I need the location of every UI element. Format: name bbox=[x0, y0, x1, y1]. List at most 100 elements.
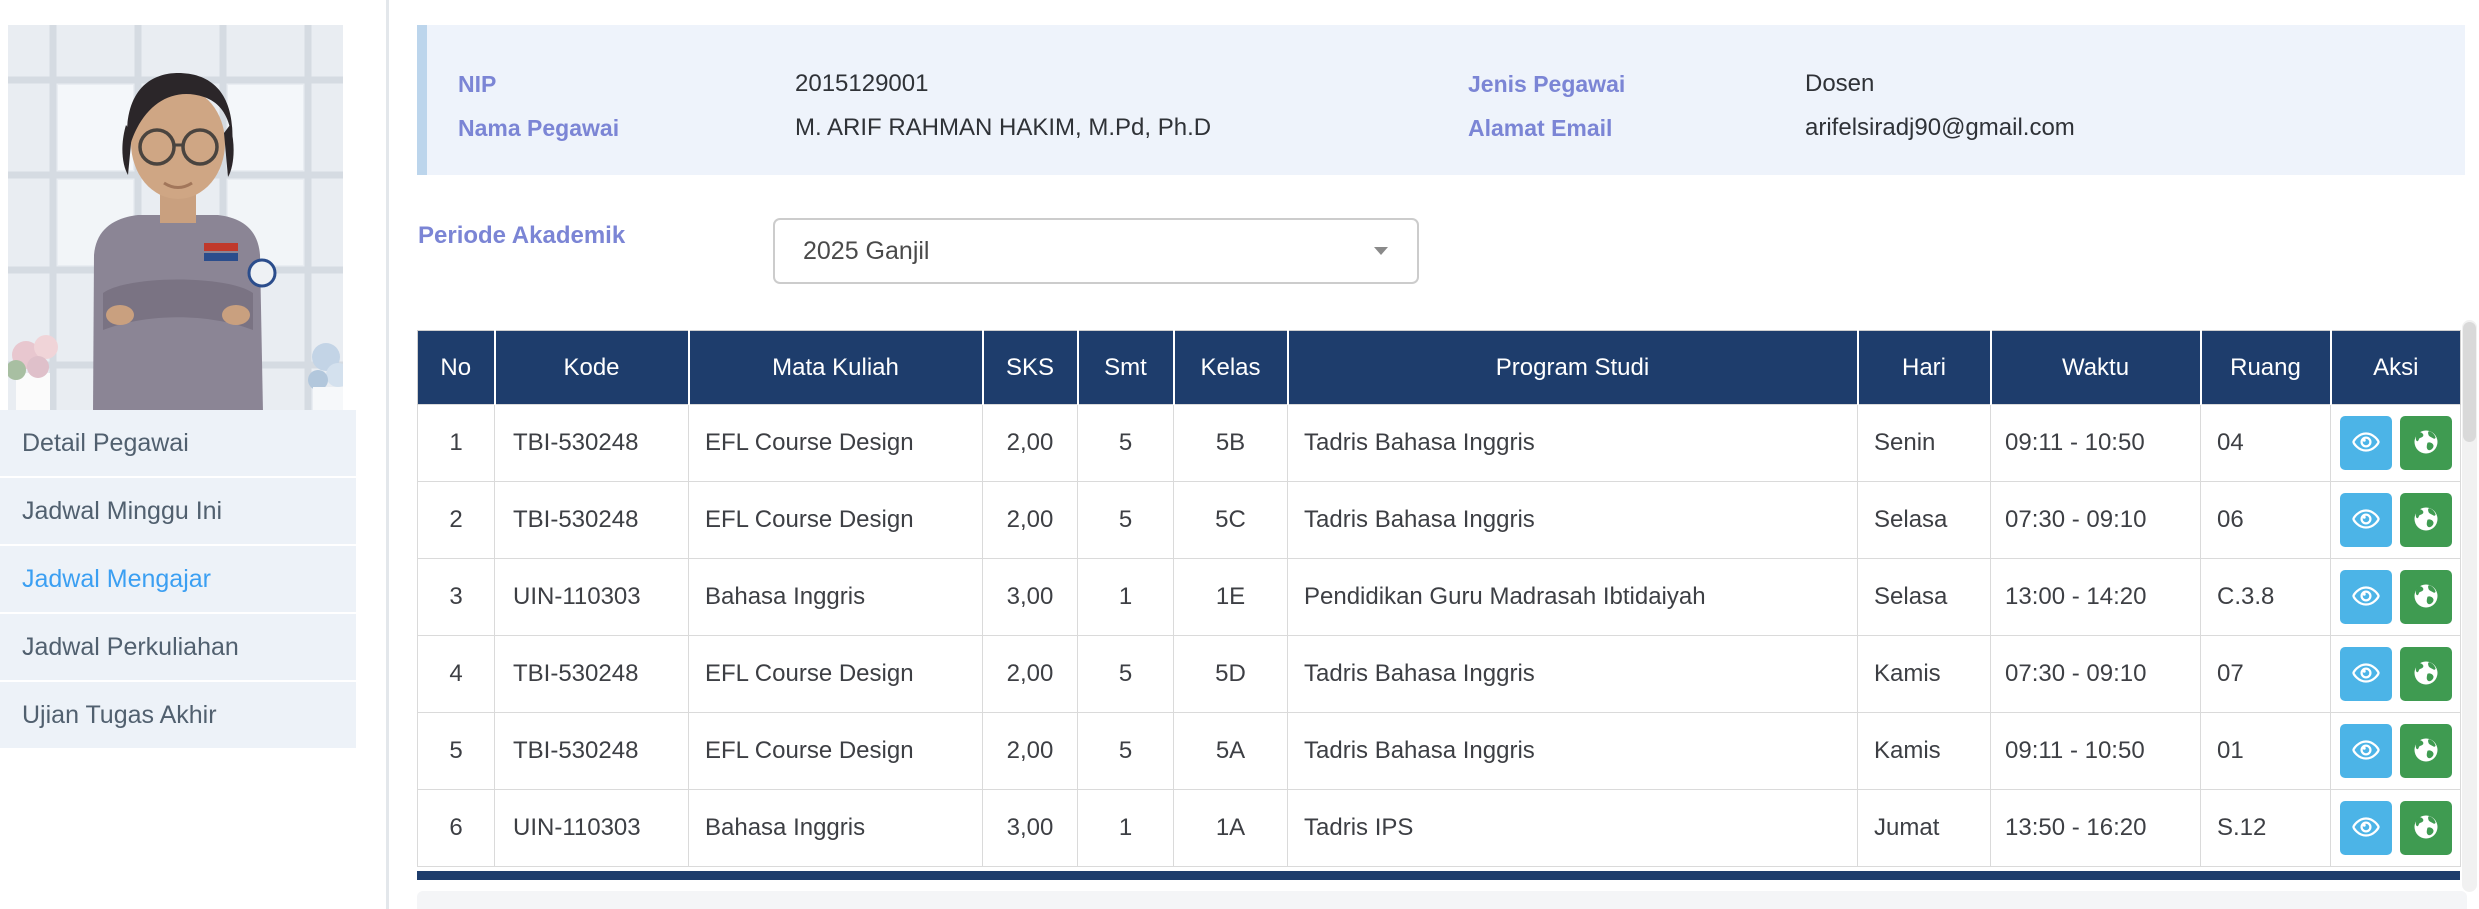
cell-smt: 1 bbox=[1077, 558, 1174, 636]
cell-no: 1 bbox=[417, 404, 495, 482]
sidebar-item-label: Jadwal Mengajar bbox=[22, 564, 211, 593]
nip-label: NIP bbox=[458, 71, 497, 97]
sidebar-item-detail-pegawai[interactable]: Detail Pegawai bbox=[0, 410, 356, 476]
globe-button[interactable] bbox=[2399, 416, 2452, 470]
column-header-no: No bbox=[417, 330, 496, 405]
globe-button[interactable] bbox=[2399, 647, 2452, 701]
column-header-waktu: Waktu bbox=[1990, 330, 2202, 405]
table-bottom-border bbox=[417, 871, 2460, 880]
sidebar-item-ujian-tugas-akhir[interactable]: Ujian Tugas Akhir bbox=[0, 682, 356, 748]
cell-waktu: 09:11 - 10:50 bbox=[1990, 404, 2201, 482]
cell-program_studi: Tadris Bahasa Inggris bbox=[1287, 481, 1858, 559]
cell-program_studi: Pendidikan Guru Madrasah Ibtidaiyah bbox=[1287, 558, 1858, 636]
cell-hari: Jumat bbox=[1857, 789, 1991, 867]
sidebar-item-jadwal-minggu-ini[interactable]: Jadwal Minggu Ini bbox=[0, 478, 356, 544]
cell-mata_kuliah: EFL Course Design bbox=[688, 481, 983, 559]
cell-hari: Senin bbox=[1857, 404, 1991, 482]
globe-button[interactable] bbox=[2399, 570, 2452, 624]
cell-hari: Kamis bbox=[1857, 635, 1991, 713]
cell-sks: 2,00 bbox=[982, 481, 1078, 559]
table-body: 1 TBI-530248 EFL Course Design 2,00 5 5B Tadri… bbox=[417, 404, 2461, 867]
cell-waktu: 07:30 - 09:10 bbox=[1990, 481, 2201, 559]
globe-icon bbox=[2411, 812, 2441, 845]
table-row: 5 TBI-530248 EFL Course Design 2,00 5 5A Tadri… bbox=[417, 712, 2461, 790]
cell-sks: 3,00 bbox=[982, 789, 1078, 867]
cell-hari: Selasa bbox=[1857, 558, 1991, 636]
column-header-kelas: Kelas bbox=[1173, 330, 1289, 405]
cell-waktu: 13:00 - 14:20 bbox=[1990, 558, 2201, 636]
globe-button[interactable] bbox=[2399, 801, 2452, 855]
employee-photo-art bbox=[8, 25, 343, 413]
table-scrollbar-thumb[interactable] bbox=[2463, 322, 2476, 442]
cell-kode: TBI-530248 bbox=[494, 481, 689, 559]
alamat-email-value: arifelsiradj90@gmail.com bbox=[1805, 114, 2075, 141]
cell-sks: 2,00 bbox=[982, 404, 1078, 482]
sidebar-divider bbox=[386, 0, 389, 909]
cell-program_studi: Tadris IPS bbox=[1287, 789, 1858, 867]
cell-no: 2 bbox=[417, 481, 495, 559]
jenis-pegawai-label: Jenis Pegawai bbox=[1468, 71, 1626, 97]
view-button[interactable] bbox=[2339, 493, 2392, 547]
sidebar-item-label: Ujian Tugas Akhir bbox=[22, 700, 217, 729]
column-header-kode: Kode bbox=[494, 330, 690, 405]
cell-kode: TBI-530248 bbox=[494, 712, 689, 790]
cell-waktu: 07:30 - 09:10 bbox=[1990, 635, 2201, 713]
table-row: 1 TBI-530248 EFL Course Design 2,00 5 5B Tadri… bbox=[417, 404, 2461, 482]
eye-icon bbox=[2350, 734, 2382, 769]
globe-button[interactable] bbox=[2399, 493, 2452, 547]
sidebar-item-label: Detail Pegawai bbox=[22, 428, 189, 457]
nama-pegawai-value: M. ARIF RAHMAN HAKIM, M.Pd, Ph.D bbox=[795, 114, 1212, 141]
cell-ruang: 04 bbox=[2200, 404, 2331, 482]
plant-right bbox=[308, 343, 343, 413]
cell-kelas: 5B bbox=[1173, 404, 1288, 482]
next-section-strip bbox=[417, 891, 2467, 909]
cell-smt: 1 bbox=[1077, 789, 1174, 867]
cell-mata_kuliah: Bahasa Inggris bbox=[688, 558, 983, 636]
periode-akademik-select[interactable]: 2025 Ganjil bbox=[773, 218, 1419, 284]
alamat-email-label: Alamat Email bbox=[1468, 115, 1613, 141]
periode-akademik-selected-value: 2025 Ganjil bbox=[803, 236, 930, 265]
cell-kelas: 1A bbox=[1173, 789, 1288, 867]
teaching-schedule-table: No Kode Mata Kuliah SKS Smt Kelas Program Stud… bbox=[417, 330, 2461, 867]
column-header-mata-kuliah: Mata Kuliah bbox=[688, 330, 984, 405]
table-scrollbar[interactable] bbox=[2462, 320, 2477, 892]
table-row: 2 TBI-530248 EFL Course Design 2,00 5 5C Tadri… bbox=[417, 481, 2461, 559]
column-header-ruang: Ruang bbox=[2200, 330, 2332, 405]
cell-mata_kuliah: EFL Course Design bbox=[688, 712, 983, 790]
view-button[interactable] bbox=[2339, 724, 2392, 778]
view-button[interactable] bbox=[2339, 647, 2392, 701]
cell-smt: 5 bbox=[1077, 712, 1174, 790]
eye-icon bbox=[2350, 580, 2382, 615]
cell-ruang: 06 bbox=[2200, 481, 2331, 559]
cell-aksi bbox=[2330, 712, 2461, 790]
cell-aksi bbox=[2330, 404, 2461, 482]
eye-icon bbox=[2350, 426, 2382, 461]
column-header-aksi: Aksi bbox=[2330, 330, 2461, 405]
nip-value: 2015129001 bbox=[795, 70, 929, 97]
cell-hari: Selasa bbox=[1857, 481, 1991, 559]
cell-program_studi: Tadris Bahasa Inggris bbox=[1287, 635, 1858, 713]
cell-kode: UIN-110303 bbox=[494, 558, 689, 636]
view-button[interactable] bbox=[2339, 801, 2392, 855]
info-card-accent bbox=[417, 25, 427, 175]
cell-kelas: 5D bbox=[1173, 635, 1288, 713]
cell-aksi bbox=[2330, 558, 2461, 636]
view-button[interactable] bbox=[2339, 416, 2392, 470]
cell-kelas: 1E bbox=[1173, 558, 1288, 636]
sidebar-menu: Detail Pegawai Jadwal Minggu Ini Jadwal Me… bbox=[0, 410, 356, 750]
cell-kelas: 5A bbox=[1173, 712, 1288, 790]
nama-pegawai-label: Nama Pegawai bbox=[458, 115, 620, 141]
cell-ruang: C.3.8 bbox=[2200, 558, 2331, 636]
cell-aksi bbox=[2330, 789, 2461, 867]
view-button[interactable] bbox=[2339, 570, 2392, 624]
cell-waktu: 09:11 - 10:50 bbox=[1990, 712, 2201, 790]
globe-button[interactable] bbox=[2399, 724, 2452, 778]
person-silhouette bbox=[93, 73, 277, 413]
sidebar-item-jadwal-mengajar[interactable]: Jadwal Mengajar bbox=[0, 546, 356, 612]
column-header-hari: Hari bbox=[1857, 330, 1992, 405]
cell-ruang: 01 bbox=[2200, 712, 2331, 790]
eye-icon bbox=[2350, 503, 2382, 538]
sidebar-item-jadwal-perkuliahan[interactable]: Jadwal Perkuliahan bbox=[0, 614, 356, 680]
cell-mata_kuliah: EFL Course Design bbox=[688, 635, 983, 713]
